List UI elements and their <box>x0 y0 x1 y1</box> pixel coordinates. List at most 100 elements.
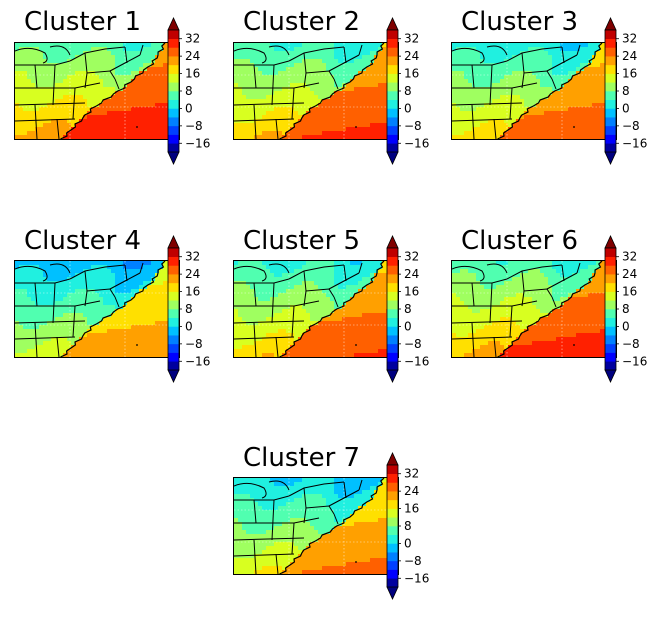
colorbar-level <box>387 569 398 579</box>
island-marker <box>136 126 138 128</box>
colorbar-tick-label: 0 <box>622 101 630 115</box>
colorbar-level <box>387 517 398 527</box>
colorbar-level <box>387 491 398 501</box>
colorbar-level <box>605 125 616 135</box>
colorbar-level <box>387 38 398 48</box>
colorbar-tick-label: 0 <box>185 319 193 333</box>
colorbar-level <box>168 343 179 353</box>
colorbar-tick-label: 8 <box>404 84 412 98</box>
colorbar-tick-label: −8 <box>185 119 203 133</box>
panel-title: Cluster 6 <box>461 226 579 256</box>
state-borders <box>234 262 363 357</box>
temperature-field <box>234 43 398 139</box>
colorbar-extend-max <box>386 452 399 466</box>
colorbar-level <box>387 125 398 135</box>
colorbar-tick-label: 32 <box>185 32 200 46</box>
colorbar-level <box>168 361 179 371</box>
colorbar-level <box>387 134 398 144</box>
island-marker <box>355 344 357 346</box>
map-gridlines <box>234 261 398 357</box>
colorbar-level <box>605 291 616 301</box>
colorbar-level <box>605 91 616 101</box>
colorbar-level <box>605 47 616 57</box>
coastline <box>497 261 603 357</box>
colorbar-level <box>387 352 398 362</box>
colorbar-level <box>168 282 179 292</box>
colorbar-tick-label: 8 <box>404 519 412 533</box>
colorbar-extend-min <box>604 369 617 383</box>
colorbar-tick-label: 32 <box>404 32 419 46</box>
map-gridlines <box>15 43 179 139</box>
colorbar-level <box>387 73 398 83</box>
colorbar-extend-min <box>386 586 399 600</box>
temperature-field <box>15 261 179 357</box>
colorbar-level <box>168 300 179 310</box>
colorbar-extend-min <box>604 151 617 165</box>
colorbar-level <box>387 99 398 109</box>
colorbar-level <box>605 64 616 74</box>
colorbar-tick-label: 0 <box>185 101 193 115</box>
temperature-field <box>15 43 179 139</box>
colorbar-level <box>168 73 179 83</box>
temperature-map <box>233 42 399 140</box>
colorbar-level <box>168 291 179 301</box>
colorbar-level <box>387 526 398 536</box>
colorbar-level <box>387 82 398 92</box>
coastline <box>279 261 385 357</box>
colorbar-tick-label: −16 <box>622 136 647 150</box>
colorbar-level <box>168 352 179 362</box>
island-marker <box>355 126 357 128</box>
colorbar-level <box>168 134 179 144</box>
colorbar-tick-label: 24 <box>404 267 419 281</box>
colorbar-level <box>168 91 179 101</box>
temperature-field <box>452 43 616 139</box>
colorbar-tick-label: 16 <box>185 67 200 81</box>
colorbar-level <box>605 38 616 48</box>
state-borders <box>15 44 144 139</box>
coastline <box>60 261 166 357</box>
colorbar-level <box>387 309 398 319</box>
colorbar-tick-label: 8 <box>185 302 193 316</box>
colorbar-level <box>168 317 179 327</box>
colorbar-tick-label: 32 <box>404 250 419 264</box>
colorbar-tick-label: 32 <box>404 467 419 481</box>
colorbar-level <box>168 99 179 109</box>
island-marker <box>573 126 575 128</box>
colorbar-tick-label: 24 <box>404 484 419 498</box>
colorbar-extend-max <box>604 235 617 249</box>
colorbar-extend-min <box>386 151 399 165</box>
map-gridlines <box>452 261 616 357</box>
colorbar-level <box>168 64 179 74</box>
colorbar-level <box>168 47 179 57</box>
temperature-map <box>233 260 399 358</box>
colorbar-level <box>387 482 398 492</box>
colorbar: 32 24 16 8 0 −8 −16 <box>167 17 210 165</box>
state-borders <box>234 44 363 139</box>
colorbar-level <box>387 473 398 483</box>
map-gridlines <box>234 478 398 574</box>
colorbar-level <box>605 82 616 92</box>
colorbar-level <box>605 265 616 275</box>
colorbar-level <box>605 134 616 144</box>
colorbar-tick-label: −8 <box>185 337 203 351</box>
state-borders <box>452 44 581 139</box>
colorbar-level <box>605 326 616 336</box>
colorbar-level <box>168 82 179 92</box>
colorbar-tick-label: 24 <box>622 49 637 63</box>
colorbar-level <box>387 343 398 353</box>
state-borders <box>234 479 363 574</box>
coastline <box>497 43 603 139</box>
colorbar-tick-label: 16 <box>404 502 419 516</box>
colorbar-tick-label: 16 <box>622 285 637 299</box>
colorbar-level <box>387 56 398 66</box>
colorbar-extend-max <box>386 235 399 249</box>
colorbar-tick-label: 24 <box>404 49 419 63</box>
colorbar: 32 24 16 8 0 −8 −16 <box>167 235 210 383</box>
colorbar-tick-label: 0 <box>622 319 630 333</box>
colorbar-level <box>387 256 398 266</box>
colorbar-level <box>387 361 398 371</box>
island-marker <box>573 344 575 346</box>
colorbar-tick-label: 0 <box>404 536 412 550</box>
colorbar-tick-label: 32 <box>185 250 200 264</box>
colorbar-tick-label: −8 <box>404 554 422 568</box>
